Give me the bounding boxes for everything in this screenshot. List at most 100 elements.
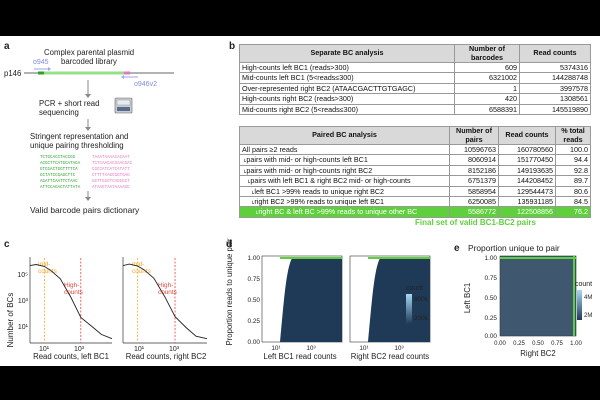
- table1-cell: Mid-counts left BC1 (5<reads≤300): [239, 72, 455, 84]
- table2-cell: 89.7: [555, 175, 591, 187]
- e-xtick-0: 0.00: [494, 341, 506, 347]
- c-left-high-label2: counts: [64, 289, 83, 296]
- separate-bc-table: Separate BC analysis Number of barcodes …: [239, 44, 591, 116]
- seq-right-5: ATAAGTAATAAAAGG: [92, 186, 130, 190]
- seq-right-0: TAAATAAAACACAAT: [92, 156, 130, 160]
- d-right-xlabel: Right BC2 read counts: [351, 352, 430, 361]
- panel-label-c: c: [4, 239, 10, 250]
- table2-cell: 84.5: [555, 196, 591, 208]
- seq-left-1: ACGCTTCATGCATAGA: [40, 162, 81, 166]
- table2-cell: All pairs ≥2 reads: [239, 143, 450, 156]
- d-ylabel: Proportion reads to unique pair: [225, 238, 234, 345]
- seq-right-3: CTTTTAAGCGGTGAG: [92, 174, 130, 178]
- table2-cell: ˪right BC & left BC >99% reads to unique…: [239, 206, 450, 218]
- table2-cell: 92.8: [555, 164, 591, 177]
- table2-cell: 6250085: [449, 196, 499, 208]
- seq-left-2: GTCGACTGGTTTTCA: [40, 168, 78, 172]
- table-row: Mid-counts left BC1 (5<reads≤300) 632100…: [239, 72, 591, 84]
- table2-cell: ˪left BC1 >99% reads to unique right BC2: [239, 185, 450, 198]
- table2-cell: 94.4: [555, 154, 591, 166]
- seq-left-5: ATTCCAGACTATTATA: [40, 186, 81, 190]
- table1-cell: Over-represented right BC2 (ATAACGACTTGT…: [239, 82, 455, 95]
- c-right-high-label: High-: [158, 282, 173, 289]
- e-xtick-2: 0.50: [532, 341, 544, 347]
- c-left-mid-label: mid-: [38, 261, 50, 268]
- seq-right-2: CGCCATCATCATATT: [92, 168, 130, 172]
- e-xlabel: Right BC2: [520, 349, 556, 358]
- final-set-caption: Final set of valid BC1-BC2 pairs: [415, 218, 536, 227]
- c-right-high-label2: counts: [158, 289, 177, 296]
- flow-arrowhead-2: [85, 127, 91, 131]
- d-left-ytick-2: 0.50: [248, 297, 261, 304]
- c-left-ytick-1: 10³: [18, 298, 29, 305]
- c-right-distribution-line: [122, 263, 208, 340]
- table2-header-row: Paired BC analysis Number of pairs Read …: [239, 126, 591, 145]
- table2-cell: 76.2: [555, 206, 591, 218]
- primer-o945-label: o945: [33, 59, 49, 66]
- table-row: ˪right BC2 >99% reads to unique left BC1…: [239, 196, 591, 208]
- panel-d-left-plot: 1.00 0.75 0.50 0.25 0.00 10¹ 10³ Left BC…: [248, 255, 343, 361]
- d-left-ytick-3: 0.75: [248, 276, 261, 283]
- table1-cell: 1308561: [519, 93, 591, 105]
- e-xtick-3: 0.75: [551, 341, 563, 347]
- table2-cell: 8152186: [449, 164, 499, 177]
- d-left-density-region: [280, 258, 342, 342]
- d-colorbar: count 600k 200k: [406, 285, 429, 324]
- paired-bc-table: Paired BC analysis Number of pairs Read …: [239, 126, 591, 218]
- d-right-xtick-1: 10³: [394, 345, 403, 352]
- c-left-xtick-0: 10¹: [39, 346, 50, 353]
- table-row: Over-represented right BC2 (ATAACGACTTGT…: [239, 82, 591, 95]
- e-ytick-3: 0.75: [485, 275, 498, 282]
- d-colorbar-tick-1: 200k: [414, 315, 429, 322]
- panel-c-left-plot: 10⁵ 10³ 10¹ 10¹ 10³ mid- counts High- co…: [17, 257, 113, 361]
- e-colorbar: count 4M 2M: [575, 281, 592, 320]
- step2-line2: unique pairing thresholding: [30, 141, 124, 150]
- seq-left-3: GCTATCCGAGCTTC: [40, 174, 76, 178]
- table1-cell: 6321002: [454, 72, 520, 84]
- e-colorbar-label: count: [575, 281, 592, 288]
- panel-label-a: a: [4, 41, 10, 52]
- c-left-xlabel: Read counts, left BC1: [33, 352, 109, 361]
- e-ytick-2: 0.50: [485, 295, 498, 302]
- table1-header-row: Separate BC analysis Number of barcodes …: [239, 44, 591, 63]
- table-row: High-counts left BC1 (reads>300) 609 537…: [239, 61, 591, 74]
- table2-cell: 129544473: [498, 185, 556, 198]
- table2-header-2: Read counts: [498, 126, 556, 145]
- panel-label-d: d: [226, 239, 232, 250]
- table2-cell: 122508856: [498, 206, 556, 218]
- panel-label-e: e: [454, 243, 460, 254]
- d-colorbar-gradient: [406, 294, 412, 324]
- table-row: ˪left BC1 >99% reads to unique right BC2…: [239, 185, 591, 198]
- table2-header-0: Paired BC analysis: [239, 126, 450, 145]
- plasmid-id-label: p146: [4, 69, 21, 78]
- seq-right-4: GGTTGGGTCAGGGCT: [92, 180, 130, 184]
- c-right-xlabel: Read counts, right BC2: [126, 352, 207, 361]
- e-ytick-1: 0.25: [485, 315, 498, 322]
- c-right-mid-label2: counts: [132, 268, 151, 275]
- panel-c-ylabel: Number of BCs: [6, 293, 15, 348]
- result-label: Valid barcode pairs dictionary: [30, 205, 140, 215]
- sequencer-icon: [114, 97, 133, 114]
- e-ytick-0: 0.00: [485, 333, 498, 340]
- e-ytick-4: 1.00: [485, 255, 498, 262]
- table2-cell: 160780560: [498, 143, 556, 156]
- plasmid-title-line2: barcoded library: [61, 57, 117, 66]
- table1-cell: 145519890: [519, 103, 591, 116]
- c-left-ytick-2: 10¹: [18, 324, 29, 331]
- table2-header-1: Number of pairs: [449, 126, 499, 145]
- table2-cell: 5858954: [449, 185, 499, 198]
- table2-cell: 135931185: [498, 196, 556, 208]
- forward-primer-arrowhead: [48, 67, 51, 71]
- step2-line1: Stringent representation and: [30, 132, 128, 141]
- table1-cell: High-counts left BC1 (reads>300): [239, 61, 455, 74]
- d-left-ytick-0: 0.00: [248, 339, 261, 346]
- panel-c-right-plot: 10¹ 10³ mid- counts High- counts Read co…: [122, 257, 208, 361]
- plasmid-diagram: p146 o945 o946v2: [4, 59, 174, 88]
- c-left-distribution-line: [29, 264, 113, 340]
- table1-cell: 420: [454, 93, 520, 105]
- table2-cell: ˪pairs with left BC1 & right BC2 mid- or…: [239, 175, 450, 187]
- e-colorbar-tick-1: 2M: [584, 313, 592, 319]
- table1-cell: 3997578: [519, 82, 591, 95]
- flow-arrowhead-3: [85, 197, 91, 201]
- panel-e-plot: 1.00 0.75 0.50 0.25 0.00 0.00 0.25 0.50 …: [485, 255, 593, 358]
